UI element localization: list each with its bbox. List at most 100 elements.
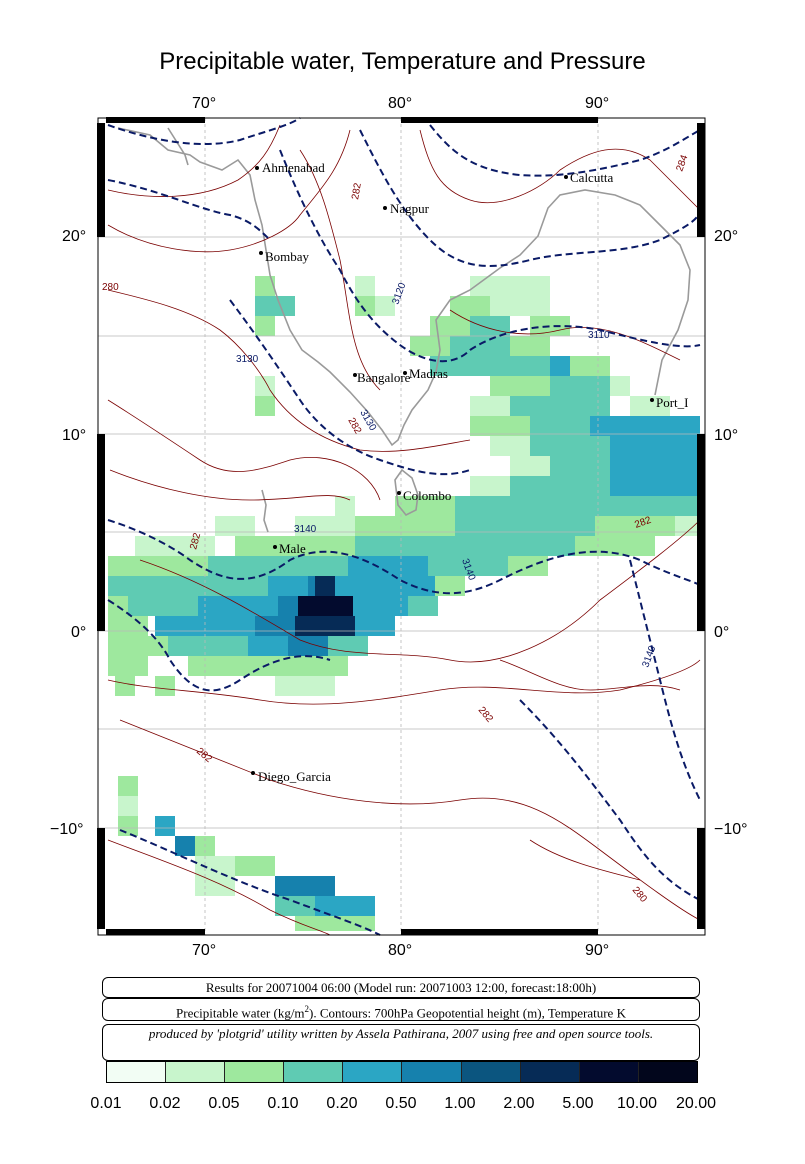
precip-cell [470, 316, 510, 336]
city-label-colombo: Colombo [403, 488, 451, 503]
coastline [117, 127, 691, 533]
city-dot [397, 491, 401, 495]
precip-cell [490, 296, 550, 316]
precip-cell [650, 416, 700, 436]
legend-description-sup: 2 [304, 1004, 310, 1014]
lat-label-left: 0° [71, 624, 86, 641]
precip-cell [108, 636, 168, 656]
precip-cell [335, 496, 355, 516]
precip-cell [470, 476, 510, 496]
precip-cell [430, 356, 550, 376]
precip-cell [450, 296, 490, 316]
precip-cell [450, 336, 510, 356]
city-label-male: Male [279, 541, 306, 556]
lat-label-right: 0° [714, 624, 729, 641]
lat-label-right: 20° [714, 228, 738, 245]
precip-cell [455, 516, 515, 536]
precip-cell [248, 636, 288, 656]
precip-cell [275, 536, 355, 556]
colorbar-swatch [107, 1062, 167, 1082]
precip-cell [255, 396, 275, 416]
lon-label-bottom: 80° [388, 942, 412, 959]
colorbar-ticks: 0.01 0.02 0.05 0.10 0.20 0.50 1.00 2.00 5.00 10.0… [70, 1095, 730, 1115]
precip-cell [275, 876, 335, 896]
colorbar [106, 1061, 698, 1083]
precip-cell [355, 516, 455, 536]
precip-cell [595, 516, 675, 536]
precip-cell [610, 376, 630, 396]
colorbar-swatch [579, 1062, 639, 1082]
colorbar-tick-label: 1.00 [444, 1095, 476, 1112]
colorbar-tick-label: 0.02 [149, 1095, 181, 1112]
precip-cell [510, 276, 550, 296]
city-dot [353, 373, 357, 377]
gridlines [98, 118, 705, 935]
colorbar-tick-label: 0.05 [208, 1095, 240, 1112]
precip-cell [470, 276, 510, 296]
precip-cell [128, 596, 198, 616]
precip-cell [590, 416, 650, 436]
precip-cell [395, 496, 455, 516]
precip-cell [108, 656, 148, 676]
precip-cell [295, 516, 355, 536]
precip-cell [315, 896, 375, 916]
city-label-nagpur: Nagpur [390, 201, 430, 216]
precip-cell [315, 576, 335, 596]
precip-cell [470, 396, 510, 416]
colorbar-tick-label: 5.00 [562, 1095, 594, 1112]
precip-cell [208, 556, 288, 576]
colorbar-swatch [225, 1062, 285, 1082]
precip-cell [118, 816, 138, 836]
precip-cell [235, 856, 275, 876]
colorbar-swatch [166, 1062, 226, 1082]
legend-description-post: ). Contours: 700hPa Geopotential height … [309, 1005, 626, 1021]
geopotential-contours [107, 117, 701, 936]
colorbar-swatch [343, 1062, 403, 1082]
map-frame [97, 117, 706, 936]
precip-cell [175, 836, 195, 856]
lat-label-right: 10° [714, 427, 738, 444]
precip-cell [335, 576, 375, 596]
precip-cell [115, 676, 135, 696]
precip-cell [550, 356, 570, 376]
precip-cell [510, 396, 610, 416]
colorbar-tick-label: 0.10 [267, 1095, 299, 1112]
precip-cell [275, 676, 335, 696]
city-dot [273, 545, 277, 549]
precip-cell [375, 296, 395, 316]
precip-cell [255, 316, 275, 336]
precip-cell [155, 676, 175, 696]
precip-cell [550, 376, 610, 396]
city-dot [259, 251, 263, 255]
lat-label-right: −10° [714, 821, 748, 838]
lat-label-left: −10° [50, 821, 84, 838]
city-dot [383, 206, 387, 210]
precip-cell [198, 596, 278, 616]
precip-cell [675, 516, 700, 536]
precip-cell [510, 476, 610, 496]
precip-cell [108, 616, 148, 636]
colorbar-tick-label: 20.00 [675, 1095, 717, 1112]
precip-cell [275, 896, 315, 916]
precip-cell [490, 376, 550, 396]
precip-cell [215, 516, 255, 536]
precip-cell [635, 496, 700, 516]
city-dot [564, 175, 568, 179]
city-label-bombay: Bombay [265, 249, 310, 264]
colorbar-tick-label: 0.01 [90, 1095, 122, 1112]
lon-label-top: 70° [192, 95, 216, 112]
precip-cell [355, 276, 375, 296]
colorbar-tick-label: 10.00 [616, 1095, 658, 1112]
precip-cell [630, 396, 670, 416]
precip-cell [535, 496, 635, 516]
precip-cell [295, 616, 355, 636]
precip-cell [118, 776, 138, 796]
precip-cell [530, 436, 610, 456]
precip-cell [235, 536, 275, 556]
colorbar-swatch [520, 1062, 580, 1082]
precip-cell [118, 796, 138, 816]
lon-label-bottom: 90° [585, 942, 609, 959]
city-dot [650, 398, 654, 402]
temperature-label: 280 [102, 282, 119, 293]
